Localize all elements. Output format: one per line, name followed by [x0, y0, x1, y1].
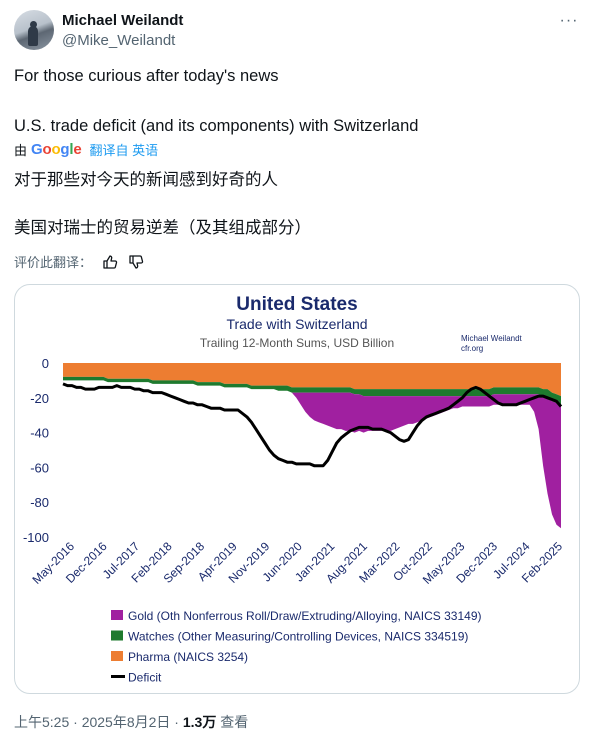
legend-label-gold: Gold (Oth Nonferrous Roll/Draw/Extruding… — [128, 609, 481, 623]
chart-source-line1: Michael Weilandt — [461, 334, 523, 343]
avatar[interactable] — [14, 10, 54, 50]
author-handle[interactable]: @Mike_Weilandt — [62, 32, 176, 49]
rate-translation: 评价此翻译： — [14, 252, 144, 271]
tweet-text-line1: For those curious after today's news — [14, 67, 279, 85]
thumbs-down-icon[interactable] — [128, 254, 144, 270]
deficit-line — [62, 382, 563, 468]
chart-card[interactable]: United States Trade with Switzerland Tra… — [14, 284, 580, 694]
chart-svg: United States Trade with Switzerland Tra… — [23, 294, 565, 685]
tweet-text-line2: U.S. trade deficit (and its components) … — [14, 117, 419, 135]
legend-label-watches: Watches (Other Measuring/Controlling Dev… — [128, 630, 468, 644]
gold-area — [63, 380, 561, 529]
x-axis: May-2016Dec-2016Jul-2017Feb-2018Sep-2018… — [29, 539, 565, 587]
legend: Gold (Oth Nonferrous Roll/Draw/Extruding… — [111, 609, 481, 685]
pharma-area — [63, 363, 561, 397]
chart-caption: Trailing 12-Month Sums, USD Billion — [200, 336, 394, 350]
translated-from-link[interactable]: 翻译自 英语 — [89, 143, 159, 158]
y-tick-label: -80 — [30, 495, 49, 510]
y-tick-label: -100 — [23, 530, 49, 545]
legend-label-pharma: Pharma (NAICS 3254) — [128, 650, 248, 664]
y-tick-label: -40 — [30, 426, 49, 441]
y-tick-label: -60 — [30, 460, 49, 475]
translated-by: 由 Google 翻译自 英语 — [14, 140, 158, 159]
google-logo: Google — [31, 141, 82, 158]
timestamp[interactable]: 上午5:25 · 2025年8月2日 · — [14, 714, 183, 730]
translated-line2: 美国对瑞士的贸易逆差（及其组成部分） — [14, 219, 311, 237]
views-suffix: 查看 — [216, 714, 249, 730]
legend-swatch-gold — [111, 610, 123, 620]
thumbs-up-icon[interactable] — [102, 254, 118, 270]
view-count: 1.3万 — [182, 714, 217, 730]
y-tick-label: 0 — [42, 356, 49, 371]
chart-subtitle: Trade with Switzerland — [226, 316, 367, 332]
legend-swatch-pharma — [111, 651, 123, 661]
tweet-footer: 上午5:25 · 2025年8月2日 · 1.3万 查看 — [14, 712, 248, 732]
translated-line1: 对于那些对今天的新闻感到好奇的人 — [14, 171, 278, 189]
plot-area — [62, 363, 563, 529]
chart-source-line2: cfr.org — [461, 344, 483, 353]
legend-swatch-watches — [111, 630, 123, 641]
watches-area — [63, 376, 561, 405]
rate-translation-label: 评价此翻译： — [14, 255, 93, 270]
more-dots-icon[interactable]: ··· — [559, 12, 579, 29]
author-name[interactable]: Michael Weilandt — [62, 12, 184, 29]
tweet-header: Michael Weilandt @Mike_Weilandt ··· — [14, 10, 581, 54]
y-axis: 0 -20 -40 -60 -80 -100 — [23, 356, 49, 545]
y-tick-label: -20 — [30, 391, 49, 406]
chart-title: United States — [236, 294, 357, 315]
translated-by-prefix: 由 — [14, 143, 28, 158]
legend-label-deficit: Deficit — [128, 671, 162, 685]
